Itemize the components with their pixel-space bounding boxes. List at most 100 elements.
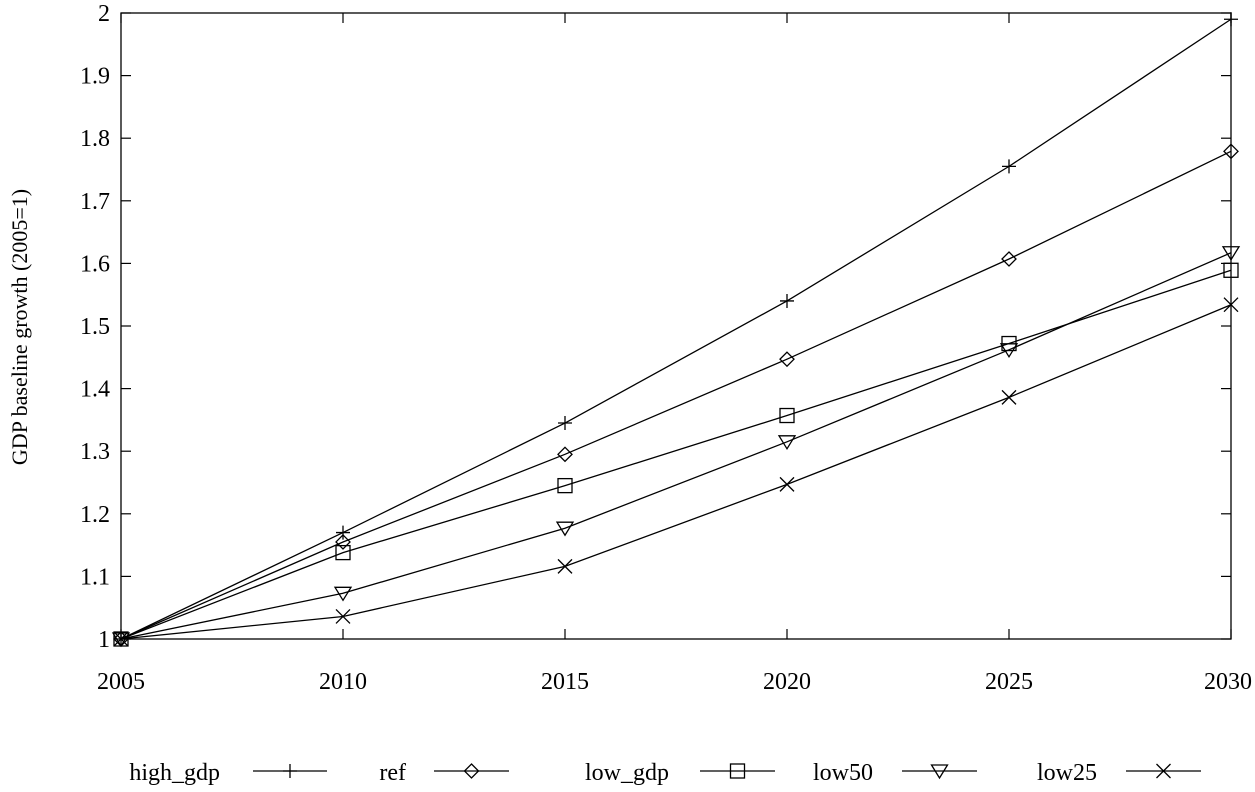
diamond-marker-icon xyxy=(463,763,480,779)
series-group xyxy=(111,12,1241,648)
series-line xyxy=(120,269,1232,640)
y-tick-label: 1.5 xyxy=(80,314,110,340)
legend-marker xyxy=(283,764,297,778)
data-point xyxy=(558,416,572,431)
plus-marker-icon xyxy=(336,525,350,540)
triangle-down-marker-icon xyxy=(333,586,353,602)
data-point xyxy=(1001,251,1017,267)
legend-item-low_gdp: low_gdp xyxy=(585,760,775,786)
cross-marker-icon xyxy=(335,609,351,624)
legend-label: low_gdp xyxy=(585,760,669,786)
cross-marker-icon xyxy=(1156,763,1171,779)
data-point xyxy=(336,525,350,540)
y-tick-label: 1.6 xyxy=(80,251,110,277)
legend-marker xyxy=(1156,763,1171,779)
x-tick-label: 2030 xyxy=(1204,669,1252,695)
data-point xyxy=(1224,12,1238,27)
square-marker-icon xyxy=(1223,262,1239,278)
diamond-marker-icon xyxy=(1001,251,1017,267)
triangle-down-marker-icon xyxy=(930,764,949,780)
y-tick-label: 1.8 xyxy=(80,126,110,152)
cross-marker-icon xyxy=(557,558,573,574)
triangle-down-marker-icon xyxy=(1221,246,1241,261)
legend-marker xyxy=(463,763,480,779)
cross-marker-icon xyxy=(1223,297,1239,313)
x-tick-label: 2025 xyxy=(985,669,1033,695)
y-tick-label: 1.1 xyxy=(80,564,110,590)
diamond-marker-icon xyxy=(779,351,795,368)
legend-item-low25: low25 xyxy=(1037,760,1201,786)
legend-label: ref xyxy=(379,760,406,786)
diamond-marker-icon xyxy=(335,534,351,550)
data-point xyxy=(113,631,129,647)
series-high_gdp xyxy=(114,12,1238,646)
x-tick-label: 2010 xyxy=(319,669,367,695)
y-tick-label: 1.2 xyxy=(80,502,110,528)
y-tick-label: 1 xyxy=(98,627,110,653)
data-point xyxy=(557,558,573,574)
plus-marker-icon xyxy=(558,416,572,431)
triangle-down-marker-icon xyxy=(999,343,1019,359)
legend-label: low25 xyxy=(1037,760,1097,786)
data-point xyxy=(557,477,573,494)
x-tick-label: 2015 xyxy=(541,669,589,695)
data-point xyxy=(1221,246,1241,261)
series-line xyxy=(120,150,1232,640)
data-point xyxy=(999,343,1019,359)
x-axis: 2005 2010 2015 2020 2025 2030 xyxy=(97,13,1252,695)
plus-marker-icon xyxy=(1224,12,1238,27)
y-tick-label: 1.9 xyxy=(80,64,110,90)
plus-marker-icon xyxy=(283,764,297,778)
data-point xyxy=(1001,389,1017,405)
square-marker-icon xyxy=(779,407,795,424)
x-tick-label: 2005 xyxy=(97,669,145,695)
legend-item-high_gdp: high_gdp xyxy=(129,760,327,786)
legend-marker xyxy=(729,763,746,779)
series-low25 xyxy=(113,297,1239,647)
diamond-marker-icon xyxy=(1223,143,1239,160)
series-line xyxy=(120,252,1232,640)
cross-marker-icon xyxy=(779,476,795,492)
data-point xyxy=(335,544,351,561)
series-ref xyxy=(113,143,1239,647)
legend-label: low50 xyxy=(813,760,873,786)
data-point xyxy=(1002,159,1016,174)
data-point xyxy=(1223,143,1239,160)
legend-marker xyxy=(930,764,949,780)
legend-item-ref: ref xyxy=(379,760,509,786)
data-point xyxy=(1223,262,1239,278)
y-tick-label: 1.7 xyxy=(80,189,110,215)
data-point xyxy=(111,632,131,648)
data-point xyxy=(333,586,353,602)
triangle-down-marker-icon xyxy=(111,632,131,648)
data-point xyxy=(779,351,795,368)
triangle-down-marker-icon xyxy=(777,435,797,451)
x-tick-label: 2020 xyxy=(763,669,811,695)
y-axis: 1 1.1 1.2 1.3 1.4 1.5 1.6 1.7 1.8 1.9 2 xyxy=(80,1,1231,653)
data-point xyxy=(1223,297,1239,313)
data-point xyxy=(335,609,351,624)
data-point xyxy=(555,521,575,537)
series-line xyxy=(120,18,1232,640)
y-tick-label: 2 xyxy=(98,1,110,27)
y-tick-label: 1.4 xyxy=(80,377,110,403)
diamond-marker-icon xyxy=(557,446,573,463)
square-marker-icon xyxy=(557,477,573,494)
data-point xyxy=(779,407,795,424)
y-axis-label: GDP baseline growth (2005=1) xyxy=(7,189,32,465)
data-point xyxy=(335,534,351,550)
data-point xyxy=(779,476,795,492)
legend-item-low50: low50 xyxy=(813,760,977,786)
series-line xyxy=(120,304,1232,640)
series-low50 xyxy=(111,246,1241,648)
square-marker-icon xyxy=(729,763,746,779)
legend: high_gdp ref low_gdp low50 low25 xyxy=(129,760,1201,786)
data-point xyxy=(557,446,573,463)
data-point xyxy=(780,293,794,308)
plus-marker-icon xyxy=(1002,159,1016,174)
data-point xyxy=(777,435,797,451)
cross-marker-icon xyxy=(113,631,129,647)
square-marker-icon xyxy=(335,544,351,561)
y-tick-label: 1.3 xyxy=(80,439,110,465)
